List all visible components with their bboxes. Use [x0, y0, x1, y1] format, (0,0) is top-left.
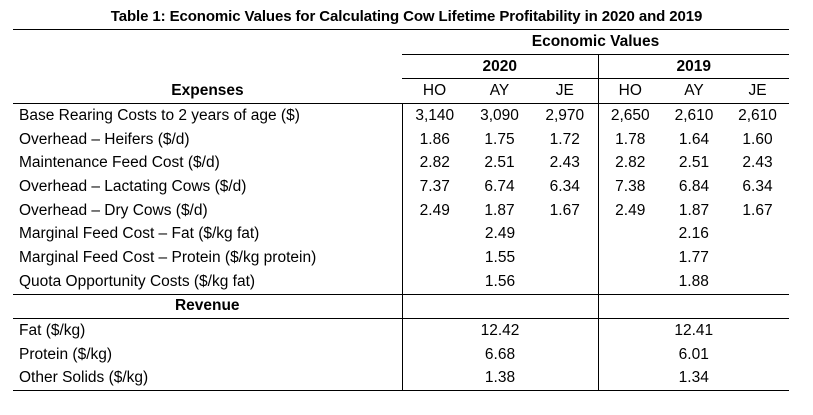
table-cell: 6.34	[742, 177, 773, 195]
table-cell: 6.34	[549, 177, 580, 195]
table-row: Quota Opportunity Costs ($/kg fat) 1.56 …	[13, 269, 789, 295]
row-label: Overhead – Dry Cows ($/d)	[19, 201, 208, 219]
expenses-header: Expenses	[13, 78, 402, 105]
table-cell: 1.64	[678, 130, 710, 148]
revenue-header: Revenue	[13, 293, 402, 320]
row-label: Overhead – Heifers ($/d)	[19, 130, 190, 148]
header-row-years: 2020 2019	[13, 53, 789, 79]
revenue-header-row: Revenue	[13, 293, 789, 320]
table-row: Protein ($/kg) 6.68 6.01	[13, 342, 789, 367]
row-label: Base Rearing Costs to 2 years of age ($)	[19, 106, 300, 124]
table-cell: 2.51	[678, 154, 710, 172]
table-cell: 6.84	[678, 177, 710, 195]
table-cell: 2.49	[597, 198, 662, 223]
table-cell: 2.49	[401, 198, 467, 223]
year-2020-header: 2020	[402, 53, 598, 79]
table-cell: 6.01	[597, 342, 789, 367]
row-label: Overhead – Lactating Cows ($/d)	[19, 177, 247, 195]
table-cell: 2,610	[738, 106, 777, 124]
breed-header: HO	[402, 78, 467, 105]
row-label: Protein ($/kg)	[19, 345, 113, 363]
table-cell: 12.41	[597, 318, 789, 343]
table-cell: 2.43	[742, 154, 773, 172]
table-cell: 1.55	[401, 246, 598, 270]
table-cell: 2,610	[674, 106, 714, 124]
table-row: Overhead – Dry Cows ($/d) 2.49 1.87 1.67…	[13, 198, 789, 223]
table-row: Fat ($/kg) 12.42 12.41	[13, 318, 789, 343]
table-cell: 2.49	[401, 222, 598, 247]
table-cell: 1.38	[401, 366, 598, 392]
table-cell: 2.43	[549, 154, 580, 172]
breed-header: AY	[662, 78, 726, 105]
table-cell: 7.38	[597, 175, 662, 199]
header-row-group: Economic Values	[13, 29, 789, 55]
table-cell: 2.16	[597, 222, 789, 247]
table-row: Marginal Feed Cost – Protein ($/kg prote…	[13, 246, 789, 270]
header-row-breeds: Expenses HO AY JE HO AY JE	[13, 78, 789, 105]
economic-values-table: Economic Values 2020 2019 Expenses HO AY…	[13, 29, 789, 392]
row-label: Fat ($/kg)	[19, 322, 86, 340]
row-label: Other Solids ($/kg)	[13, 366, 402, 392]
table-row: Other Solids ($/kg) 1.38 1.34	[13, 366, 789, 392]
table-cell: 2,650	[597, 103, 662, 128]
table-cell: 1.72	[549, 130, 580, 148]
table-cell: 1.56	[401, 269, 598, 295]
table-cell: 1.67	[549, 201, 580, 219]
table-row: Base Rearing Costs to 2 years of age ($)…	[13, 103, 789, 128]
breed-header: JE	[726, 78, 789, 105]
table-cell: 7.37	[401, 175, 467, 199]
table-cell: 1.75	[484, 130, 515, 148]
table-cell: 1.34	[597, 366, 789, 392]
row-label: Maintenance Feed Cost ($/d)	[19, 154, 220, 172]
table-row: Overhead – Heifers ($/d) 1.86 1.75 1.72 …	[13, 127, 789, 152]
table-cell: 1.88	[597, 269, 789, 295]
table-title: Table 1: Economic Values for Calculating…	[110, 8, 703, 25]
table-cell: 2.82	[597, 151, 662, 176]
table-cell: 2.51	[484, 154, 515, 172]
table-cell: 2,970	[545, 106, 585, 124]
table-cell: 6.68	[401, 342, 598, 367]
table-cell: 1.78	[597, 127, 662, 152]
table-cell: 2.82	[401, 151, 467, 176]
table-cell: 1.67	[742, 201, 773, 219]
year-2019-header: 2019	[597, 53, 789, 79]
table-row: Marginal Feed Cost – Fat ($/kg fat) 2.49…	[13, 222, 789, 247]
breed-header: HO	[597, 78, 662, 105]
table-row: Overhead – Lactating Cows ($/d) 7.37 6.7…	[13, 175, 789, 199]
table-cell: 1.86	[401, 127, 467, 152]
table-cell: 3,090	[480, 106, 519, 124]
breed-header: AY	[467, 78, 532, 105]
row-label: Quota Opportunity Costs ($/kg fat)	[19, 272, 256, 290]
row-label: Marginal Feed Cost – Fat ($/kg fat)	[19, 225, 260, 243]
economic-values-header: Economic Values	[402, 29, 789, 55]
row-label: Marginal Feed Cost – Protein ($/kg prote…	[19, 249, 317, 267]
table-cell: 6.74	[484, 177, 515, 195]
table-row: Maintenance Feed Cost ($/d) 2.82 2.51 2.…	[13, 151, 789, 176]
breed-header: JE	[532, 78, 598, 105]
table-cell: 3,140	[401, 103, 467, 128]
table-cell: 1.87	[484, 201, 515, 219]
table-cell: 1.60	[742, 130, 773, 148]
table-cell: 1.77	[597, 246, 789, 270]
table-cell: 12.42	[401, 318, 598, 343]
table-cell: 1.87	[678, 201, 710, 219]
